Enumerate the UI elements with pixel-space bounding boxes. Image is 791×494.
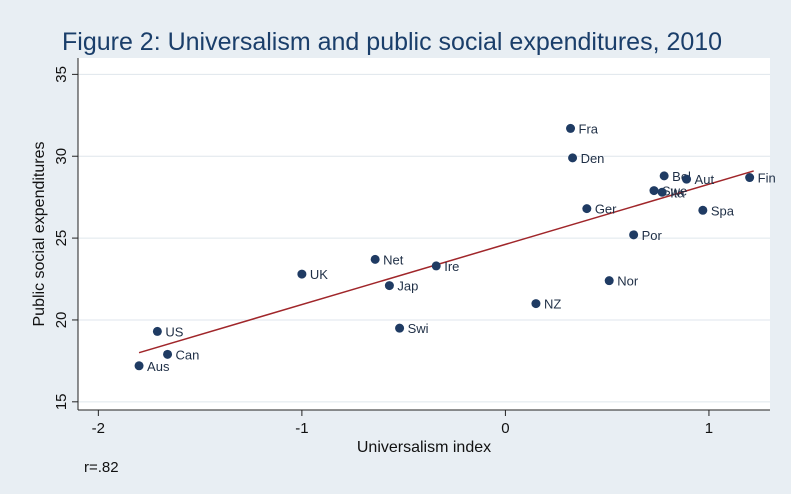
data-point	[568, 153, 577, 162]
data-point	[629, 230, 638, 239]
data-point	[163, 350, 172, 359]
x-tick-label: 0	[501, 420, 509, 437]
point-label: UK	[310, 267, 328, 282]
data-point	[566, 124, 575, 133]
data-point	[432, 261, 441, 270]
data-point	[660, 171, 669, 180]
y-axis-label: Public social expenditures	[31, 142, 48, 327]
point-label: Nor	[617, 274, 639, 289]
point-label: Den	[581, 151, 605, 166]
data-point	[745, 173, 754, 182]
data-point	[658, 188, 667, 197]
point-label: Ger	[595, 202, 617, 217]
data-point	[582, 204, 591, 213]
point-label: NZ	[544, 297, 561, 312]
y-tick-label: 35	[53, 66, 70, 83]
x-tick-label: -1	[295, 420, 308, 437]
x-tick-label: -2	[92, 420, 105, 437]
y-tick-label: 30	[53, 148, 70, 165]
point-label: Swi	[408, 321, 429, 336]
point-label: Aut	[695, 172, 715, 187]
y-tick-label: 25	[53, 230, 70, 247]
data-point	[395, 324, 404, 333]
point-label: Fra	[579, 121, 599, 136]
x-axis-label: Universalism index	[357, 439, 491, 456]
point-label: Net	[383, 252, 404, 267]
data-point	[649, 186, 658, 195]
point-label: Aus	[147, 359, 170, 374]
data-point	[153, 327, 162, 336]
point-label: US	[165, 324, 183, 339]
data-point	[605, 276, 614, 285]
x-tick-label: 1	[705, 420, 713, 437]
point-label: Fin	[758, 171, 776, 186]
data-point	[682, 175, 691, 184]
y-tick-label: 20	[53, 312, 70, 329]
data-point	[297, 270, 306, 279]
point-label: Jap	[397, 279, 418, 294]
y-tick-label: 15	[53, 393, 70, 410]
data-point	[698, 206, 707, 215]
point-label: Ita	[670, 185, 685, 200]
point-label: Spa	[711, 203, 735, 218]
point-label: Por	[642, 228, 663, 243]
data-point	[371, 255, 380, 264]
data-point	[531, 299, 540, 308]
point-label: Can	[176, 347, 200, 362]
data-point	[385, 281, 394, 290]
point-label: Ire	[444, 259, 459, 274]
data-point	[135, 361, 144, 370]
correlation-note: r=.82	[84, 459, 119, 476]
